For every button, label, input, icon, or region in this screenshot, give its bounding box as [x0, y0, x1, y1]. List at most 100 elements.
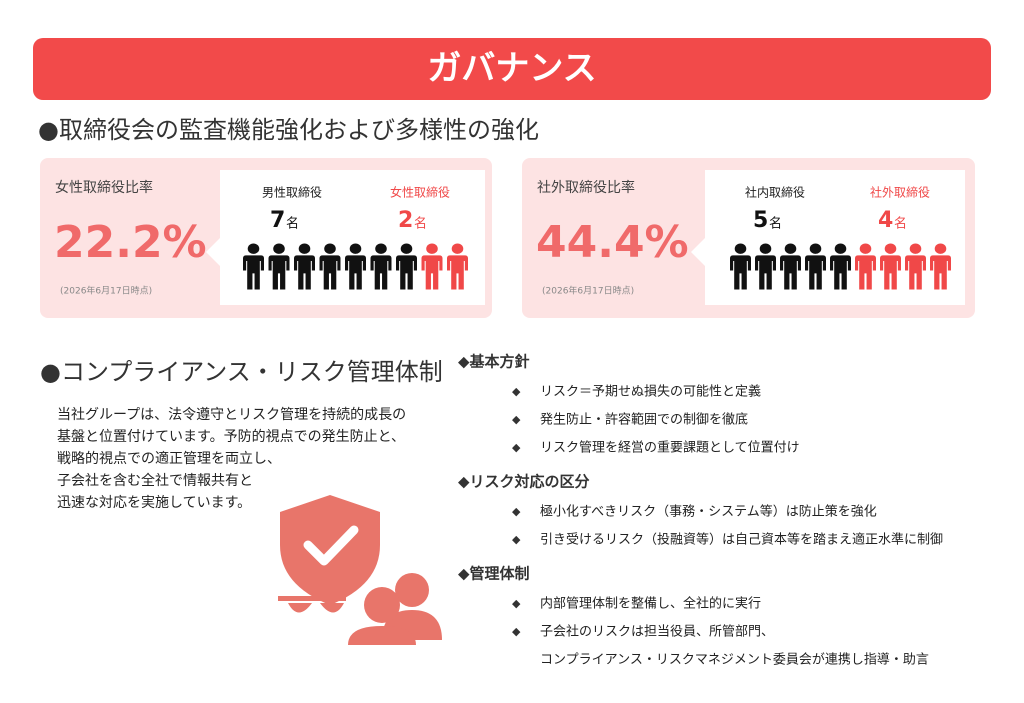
person-head [759, 243, 772, 254]
panel-label: 女性取締役比率 [55, 179, 153, 196]
body-text: 迅速な対応を実施しています。 [57, 495, 251, 511]
group-name: 社外取締役 [870, 185, 930, 200]
person-head [298, 243, 311, 254]
person-body [730, 255, 751, 290]
person-icon [805, 243, 826, 290]
person-body [780, 255, 801, 290]
bullet: ◆ [512, 597, 521, 610]
group-count: 4 [878, 208, 893, 233]
policy-title: ◆基本方針 [458, 353, 530, 371]
person-icon [730, 243, 751, 290]
person-head [451, 243, 464, 254]
date-note: (2026年6月17日時点) [542, 285, 634, 297]
body-text: 子会社を含む全社で情報共有と [57, 472, 253, 489]
body-text: 戦略的視点での適正管理を両立し、 [57, 450, 281, 467]
group-unit: 名 [286, 216, 299, 232]
policy-item: 引き受けるリスク（投融資等）は自己資本等を踏まえ適正水準に制御 [540, 532, 943, 548]
illustration [278, 495, 442, 645]
person-body [243, 255, 264, 290]
policy-item: 極小化すべきリスク（事務・システム等）は防止策を強化 [540, 504, 877, 520]
person-body [268, 255, 290, 290]
policy-item: リスク＝予期せぬ損失の可能性と定義 [540, 384, 761, 400]
person-head [784, 243, 797, 254]
person-icon [930, 243, 951, 290]
body-text: 当社グループは、法令遵守とリスク管理を持続的成長の [57, 406, 406, 423]
person-head [834, 243, 847, 254]
policy-item: 子会社のリスクは担当役員、所管部門、 [540, 624, 774, 640]
date-note: (2026年6月17日時点) [60, 285, 152, 297]
person-icon [905, 243, 926, 290]
person-icon [447, 243, 468, 290]
person-head [859, 243, 872, 254]
group-count: 2 [398, 208, 413, 233]
person-head [395, 573, 429, 607]
person-body [348, 626, 416, 645]
bullet: ◆ [512, 441, 521, 454]
policy-item: 内部管理体制を整備し、全社的に実行 [540, 596, 761, 612]
person-icon [755, 243, 776, 290]
group-unit: 名 [769, 216, 782, 232]
person-head [364, 587, 400, 623]
person-icon [855, 243, 876, 290]
check [303, 525, 359, 566]
policy-title: ◆リスク対応の区分 [458, 473, 590, 491]
bullet: ◆ [512, 505, 521, 518]
bullet: ◆ [512, 413, 521, 426]
panel-label: 社外取締役比率 [537, 179, 635, 196]
person-body [855, 255, 876, 290]
person-body [905, 255, 926, 290]
person-icon [780, 243, 801, 290]
group-count: 7 [270, 208, 285, 233]
person-icon [294, 243, 315, 290]
person-icon [421, 243, 443, 290]
section-heading: ●コンプライアンス・リスク管理体制 [40, 358, 443, 386]
person-icon [345, 243, 366, 290]
person-head [349, 243, 362, 254]
policy-title: ◆管理体制 [458, 565, 530, 583]
group-name: 女性取締役 [390, 185, 450, 200]
rate: 22.2% [54, 217, 207, 268]
person-body [930, 255, 951, 290]
person-head [400, 243, 413, 254]
person-head [247, 243, 260, 254]
person-icon [268, 243, 290, 290]
person-body [294, 255, 315, 290]
scale [278, 596, 346, 601]
person-body [319, 255, 341, 290]
group-unit: 名 [894, 216, 907, 232]
person-body [755, 255, 776, 290]
person-body [830, 255, 851, 290]
group-name: 社内取締役 [745, 185, 805, 200]
person-icon [830, 243, 851, 290]
person-head [734, 243, 747, 254]
person-head [809, 243, 822, 254]
group-unit: 名 [414, 216, 427, 232]
person-icon [319, 243, 341, 290]
person-body [805, 255, 826, 290]
person-icon [370, 243, 392, 290]
person-head [273, 243, 285, 254]
bullet: ◆ [512, 533, 521, 546]
policy-item: 発生防止・許容範囲での制御を徹底 [540, 412, 748, 428]
group-count: 5 [753, 208, 768, 233]
person-head [324, 243, 336, 254]
bullet: ◆ [512, 385, 521, 398]
policy-item: コンプライアンス・リスクマネジメント委員会が連携し指導・助言 [540, 652, 929, 668]
person-head [375, 243, 387, 254]
person-icon [880, 243, 901, 290]
person-body [880, 255, 901, 290]
person-body [396, 255, 417, 290]
header-bar [33, 38, 991, 100]
person-head [909, 243, 922, 254]
person-head [884, 243, 897, 254]
policy-item: リスク管理を経営の重要課題として位置付け [540, 440, 800, 456]
person-body [370, 255, 392, 290]
section-heading: ●取締役会の監査機能強化および多様性の強化 [38, 116, 539, 144]
person-icon [243, 243, 264, 290]
person-body [345, 255, 366, 290]
person-head [426, 243, 438, 254]
header-title: ガバナンス [427, 49, 596, 89]
bullet: ◆ [512, 625, 521, 638]
body-text: 基盤と位置付けています。予防的視点での発生防止と、 [57, 428, 405, 445]
